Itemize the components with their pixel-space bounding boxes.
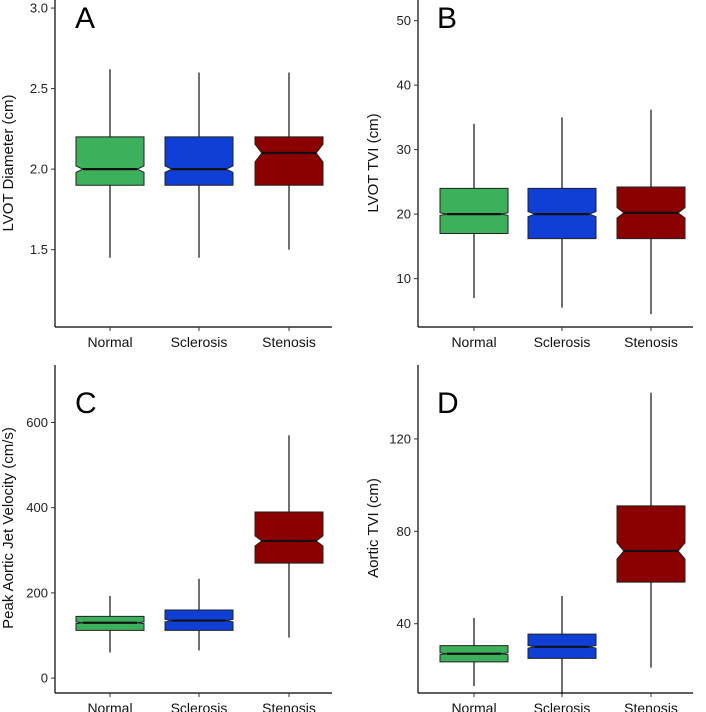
x-category-label: Sclerosis xyxy=(534,700,591,712)
y-tick-label: 2.5 xyxy=(30,81,48,96)
y-axis-title: LVOT TVI (cm) xyxy=(365,113,382,212)
x-category-label: Normal xyxy=(451,700,496,712)
x-category-label: Stenosis xyxy=(262,334,316,350)
y-tick-label: 20 xyxy=(397,207,411,222)
y-tick-label: 3.0 xyxy=(30,1,48,16)
stenosis-box xyxy=(254,136,324,186)
x-category-label: Sclerosis xyxy=(171,700,228,712)
panel-letter: D xyxy=(437,387,459,420)
y-tick-label: 120 xyxy=(389,431,411,446)
y-tick-label: 200 xyxy=(26,585,48,600)
panel-a-lvot-diameter: 1.5 2.0 2.5 3.0 Normal Sclerosis Stenosis A LVOT… xyxy=(0,0,332,350)
y-tick-label: 40 xyxy=(397,78,411,93)
y-tick-label: 2.0 xyxy=(30,162,48,177)
x-category-label: Stenosis xyxy=(624,700,678,712)
x-category-label: Stenosis xyxy=(262,700,316,712)
y-tick-label: 10 xyxy=(397,271,411,286)
sclerosis-box xyxy=(164,136,234,186)
y-axis-title: LVOT Diameter (cm) xyxy=(0,95,17,232)
x-category-label: Sclerosis xyxy=(534,334,591,350)
x-category-label: Normal xyxy=(87,700,132,712)
y-tick-label: 50 xyxy=(397,13,411,28)
y-tick-label: 30 xyxy=(397,142,411,157)
panel-c-peak-aortic-jet-velocity: 0 200 400 600 Normal Sclerosis Stenosis C Peak A… xyxy=(0,365,332,712)
x-category-label: Sclerosis xyxy=(171,334,228,350)
y-tick-label: 0 xyxy=(41,671,48,686)
panel-letter: B xyxy=(437,2,457,35)
y-tick-label: 600 xyxy=(26,415,48,430)
x-category-label: Normal xyxy=(87,334,132,350)
stenosis-box xyxy=(616,505,686,583)
y-tick-label: 80 xyxy=(397,524,411,539)
x-category-label: Stenosis xyxy=(624,334,678,350)
panel-b-lvot-tvi: 10 20 30 40 50 Normal Sclerosis Stenosis B LVOT T… xyxy=(365,0,693,350)
panel-letter: C xyxy=(75,387,97,420)
panel-d-aortic-tvi: 40 80 120 Normal Sclerosis Stenosis D Aortic TV… xyxy=(365,365,693,712)
panel-letter: A xyxy=(75,2,95,35)
y-tick-label: 1.5 xyxy=(30,242,48,257)
y-tick-label: 40 xyxy=(397,616,411,631)
y-axis-title: Peak Aortic Jet Velocity (cm/s) xyxy=(0,427,17,629)
normal-box xyxy=(439,187,509,234)
y-axis-title: Aortic TVI (cm) xyxy=(365,478,382,578)
y-tick-label: 400 xyxy=(26,500,48,515)
x-category-label: Normal xyxy=(451,334,496,350)
normal-box xyxy=(75,136,145,186)
stenosis-box xyxy=(254,511,324,564)
